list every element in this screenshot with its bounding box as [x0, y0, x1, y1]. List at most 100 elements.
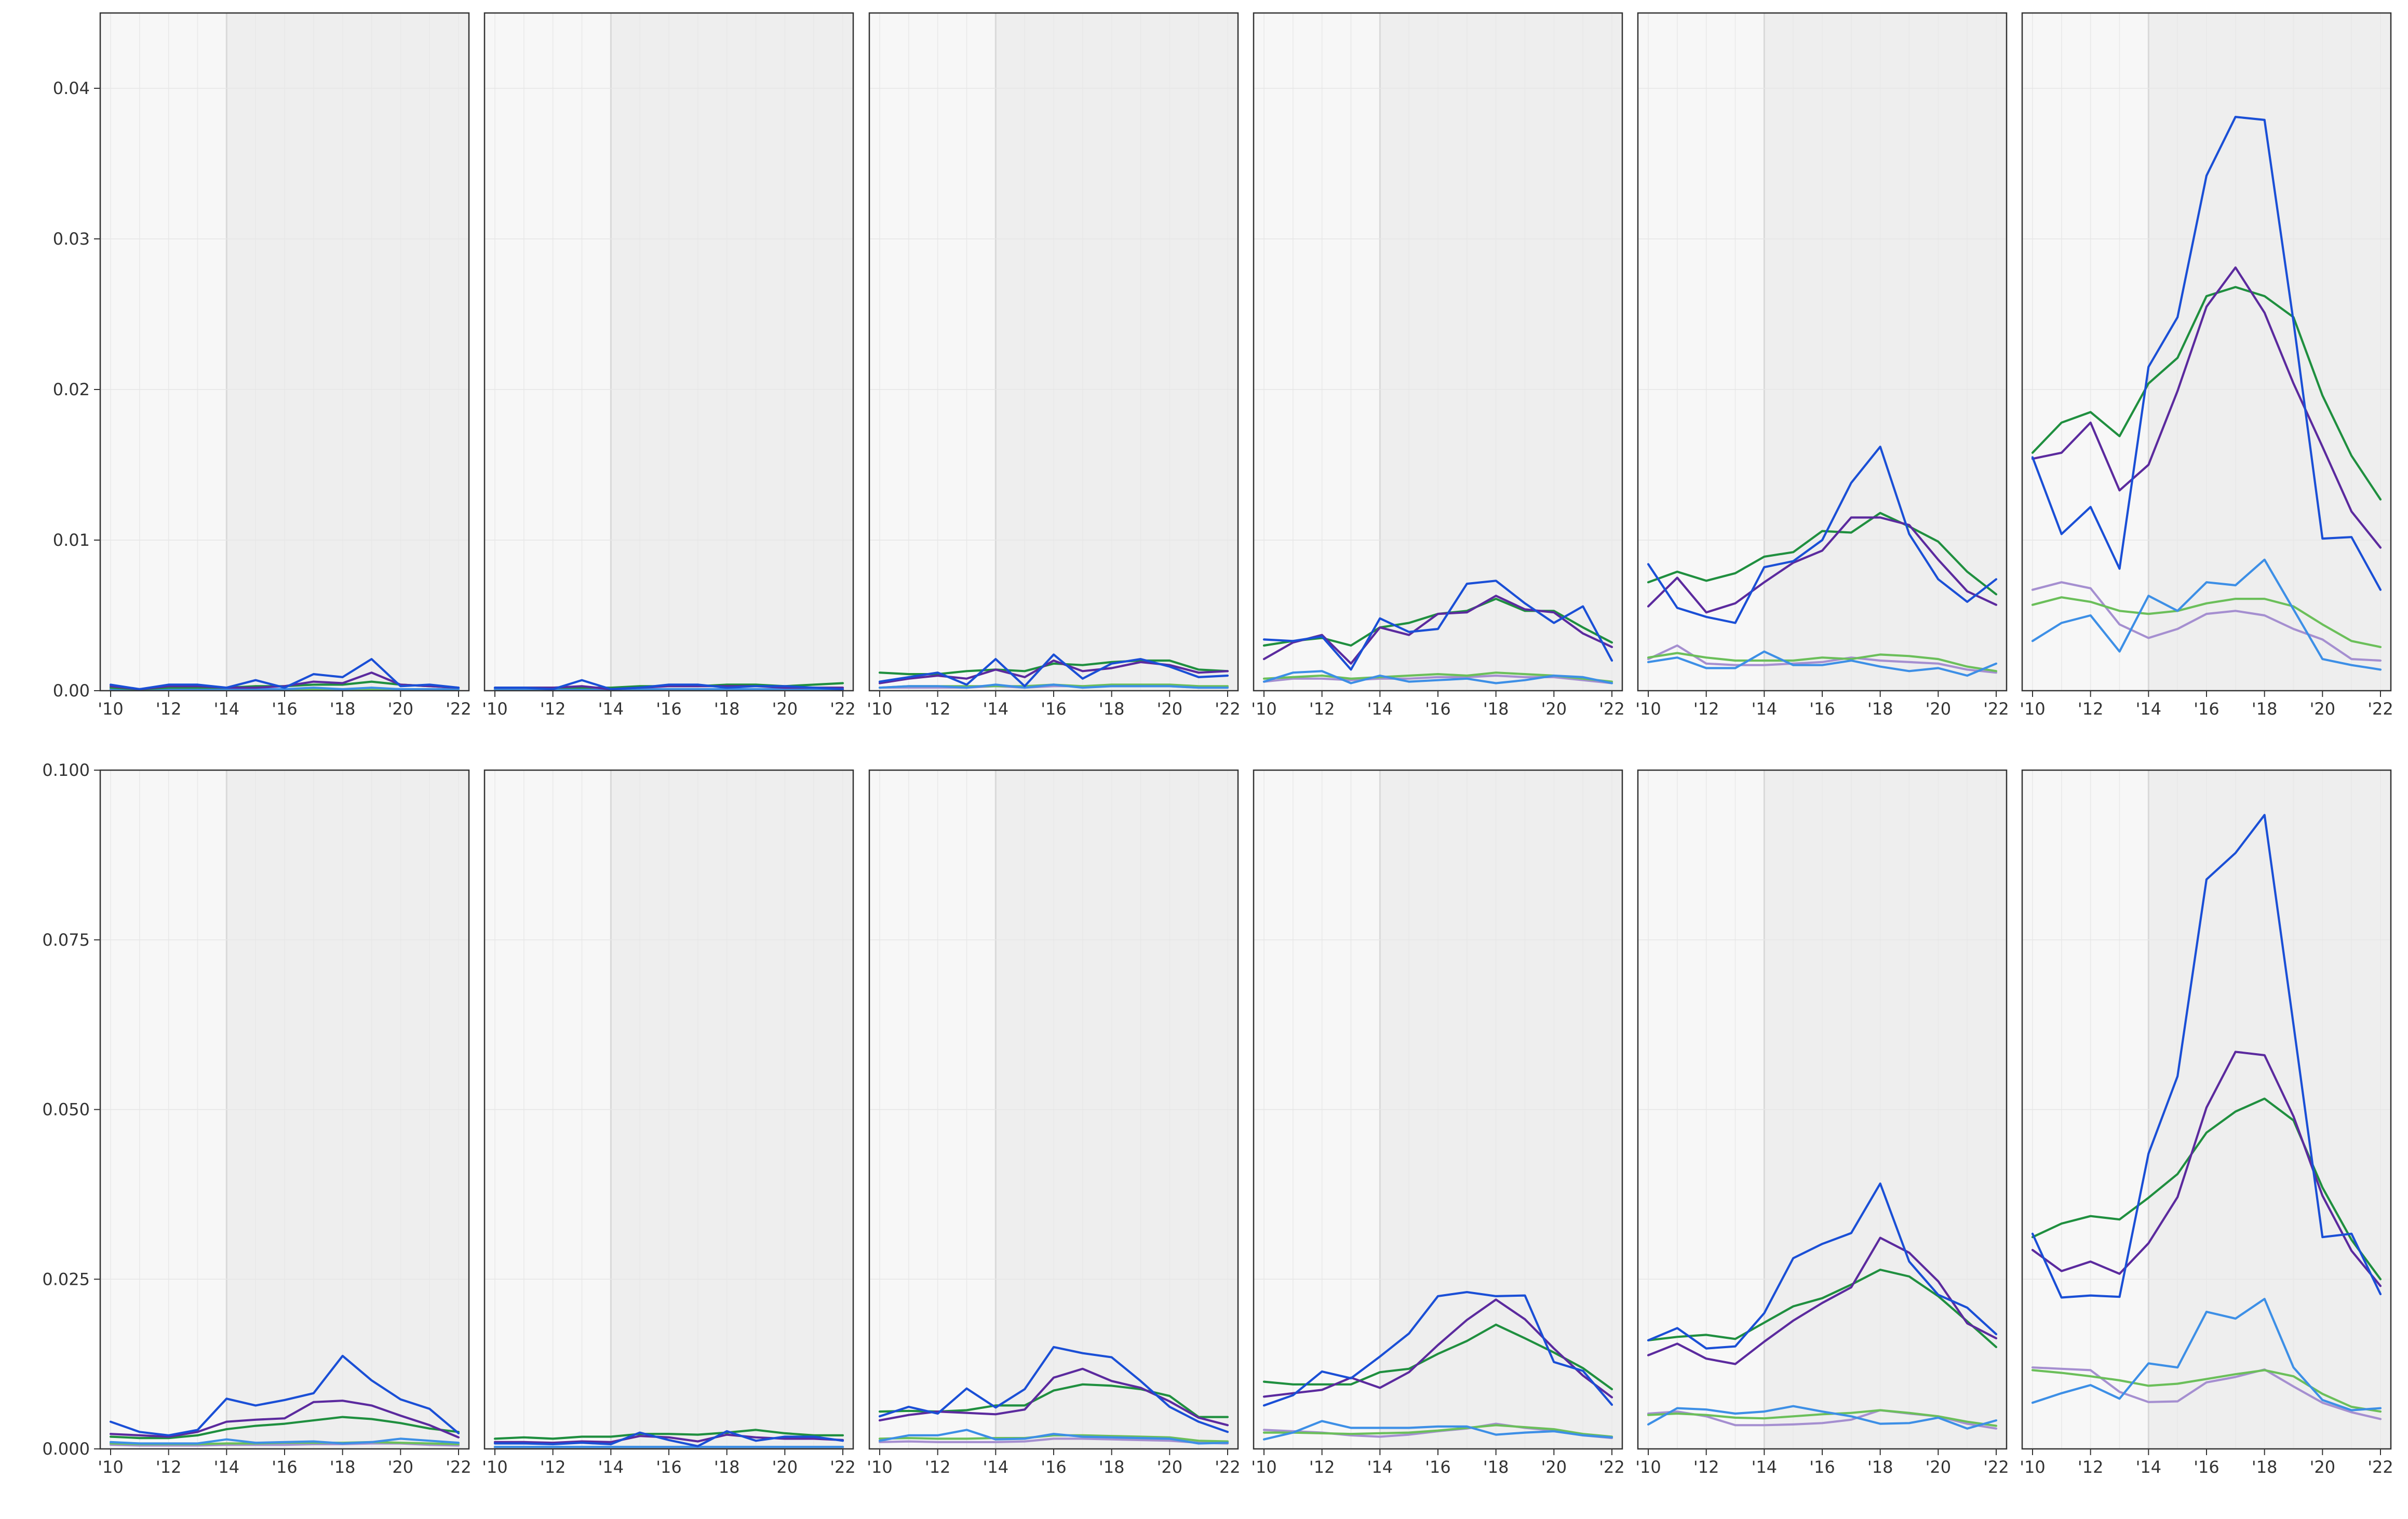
x-tick-label: '22: [1215, 1457, 1241, 1477]
x-tick-label: '20: [1541, 1457, 1567, 1477]
x-tick-label: '14: [1752, 699, 1778, 719]
series-line-blue: [2031, 116, 2382, 591]
x-tick-label: '22: [1599, 699, 1625, 719]
x-tick-label: '20: [772, 1457, 798, 1477]
x-tick-label: '16: [1425, 1457, 1451, 1477]
x-tick-label: '18: [2252, 1457, 2278, 1477]
panel: '10 '12 '14 '16 '18 '20 '22: [2020, 769, 2393, 1477]
x-tick-label: '20: [388, 1457, 414, 1477]
x-tick-label: '16: [2194, 1457, 2219, 1477]
series-line-purple: [493, 685, 844, 691]
series-line-light-green: [2031, 1369, 2382, 1413]
series-line-purple: [1262, 1298, 1613, 1399]
x-tick-label: '12: [1309, 1457, 1335, 1477]
x-tick-label: '18: [330, 1457, 356, 1477]
x-tick-label: '12: [540, 699, 566, 719]
series-line-light-green: [1647, 652, 1998, 673]
panel: '10 '12 '14 '16 '18 '20 '22: [98, 769, 472, 1477]
series-line-light-blue: [1262, 670, 1613, 684]
x-tick-label: '14: [2136, 1457, 2162, 1477]
series-line-green: [1647, 1268, 1998, 1348]
x-tick-label: '16: [272, 1457, 298, 1477]
x-tick-label: '20: [1926, 1457, 1952, 1477]
series-line-lavender: [2031, 1366, 2382, 1420]
x-tick-label: '20: [2310, 699, 2336, 719]
x-tick-label: '14: [1367, 1457, 1393, 1477]
x-tick-label: '16: [272, 699, 298, 719]
x-tick-label: '20: [772, 699, 798, 719]
x-tick-label: '22: [1599, 1457, 1625, 1477]
x-tick-label: '16: [1041, 1457, 1067, 1477]
y-tick-label: 0.100: [42, 760, 90, 780]
series-line-light-green: [1262, 1424, 1613, 1438]
series-line-green: [878, 659, 1229, 676]
x-tick-label: '18: [1867, 1457, 1893, 1477]
series-line-purple: [1647, 1236, 1998, 1365]
x-tick-label: '12: [540, 1457, 566, 1477]
series-line-light-blue: [2031, 1298, 2382, 1412]
series-line-blue: [109, 1354, 460, 1436]
x-tick-label: '14: [2136, 699, 2162, 719]
x-tick-label: '12: [156, 699, 182, 719]
series-line-purple: [109, 671, 460, 691]
x-tick-label: '14: [598, 1457, 624, 1477]
y-tick-label: 0.000: [42, 1439, 90, 1459]
x-tick-label: '22: [830, 1457, 856, 1477]
x-tick-label: '22: [2367, 1457, 2393, 1477]
x-tick-label: '16: [1041, 699, 1067, 719]
x-tick-label: '22: [1983, 1457, 2009, 1477]
x-tick-label: '18: [1483, 699, 1509, 719]
x-tick-label: '12: [156, 1457, 182, 1477]
shaded-region: [996, 13, 1238, 691]
x-tick-label: '12: [1693, 699, 1719, 719]
y-tick-label: 0.03: [53, 229, 90, 249]
series-line-green: [493, 1429, 844, 1440]
series-line-green: [109, 1416, 460, 1440]
series-line-purple: [1647, 516, 1998, 614]
x-tick-label: '14: [214, 699, 240, 719]
x-tick-label: '14: [983, 1457, 1009, 1477]
panel-background: [100, 13, 227, 691]
series-line-blue: [1647, 1182, 1998, 1350]
series-line-blue: [493, 679, 844, 691]
series-line-purple: [2031, 266, 2382, 549]
y-tick-label: 0.02: [53, 380, 90, 399]
x-tick-label: '10: [482, 1457, 508, 1477]
x-tick-label: '18: [1099, 1457, 1125, 1477]
x-tick-label: '22: [2367, 699, 2393, 719]
x-tick-label: '12: [2078, 1457, 2104, 1477]
x-tick-label: '20: [388, 699, 414, 719]
x-tick-label: '22: [446, 699, 472, 719]
y-tick-label: 0.04: [53, 78, 90, 98]
x-tick-label: '14: [598, 699, 624, 719]
series-line-light-blue: [1647, 650, 1998, 677]
series-line-purple: [878, 1367, 1229, 1427]
panel-background: [2022, 13, 2149, 691]
shaded-region: [611, 13, 853, 691]
panel: '10 '12 '14 '16 '18 '20 '22: [1635, 12, 2009, 719]
series-line-lavender: [878, 1437, 1229, 1445]
x-tick-label: '20: [1157, 699, 1183, 719]
x-tick-label: '10: [867, 699, 893, 719]
x-tick-label: '22: [446, 1457, 472, 1477]
shaded-region: [1764, 13, 2007, 691]
x-tick-label: '10: [1635, 1457, 1661, 1477]
x-tick-label: '16: [2194, 699, 2219, 719]
x-tick-label: '12: [1309, 699, 1335, 719]
x-tick-label: '10: [2020, 1457, 2046, 1477]
x-tick-label: '20: [1157, 1457, 1183, 1477]
x-tick-label: '18: [1867, 699, 1893, 719]
series-line-purple: [878, 659, 1229, 684]
series-line-light-blue: [1262, 1420, 1613, 1441]
x-tick-label: '20: [2310, 1457, 2336, 1477]
panel: '10 '12 '14 '16 '18 '20 '22: [867, 12, 1241, 719]
series-line-purple: [1262, 595, 1613, 665]
panels-layer: 0.00 0.01 0.02 0.03 0.04 '10 '12 '14 '16 '18 '20 '2…: [42, 12, 2393, 1477]
x-tick-label: '18: [714, 699, 740, 719]
shaded-region: [2148, 13, 2391, 691]
panel: '10 '12 '14 '16 '18 '20 '22: [1635, 769, 2009, 1477]
series-line-light-blue: [109, 1437, 460, 1445]
series-line-purple: [493, 1433, 844, 1444]
x-tick-label: '18: [1483, 1457, 1509, 1477]
